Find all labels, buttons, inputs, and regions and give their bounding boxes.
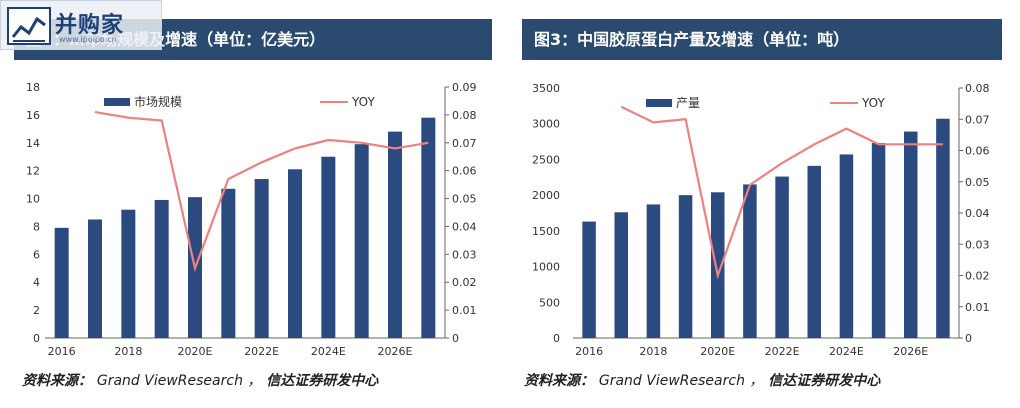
legend-bar-swatch xyxy=(104,98,130,106)
bar-2026E xyxy=(388,131,402,338)
source-suffix: 信达证券研发中心 xyxy=(266,373,379,389)
bar-2026E xyxy=(903,131,918,338)
x-tick-label: 2020E xyxy=(178,345,213,358)
x-tick-label: 2024E xyxy=(311,345,346,358)
chart-panel-2: 图3：中国胶原蛋白产量及增速（单位：吨） 0 500 1000 1500 2000 250… xyxy=(510,0,1010,408)
bar-2018 xyxy=(646,204,661,338)
x-tick-label: 2022E xyxy=(765,345,800,358)
bar-2020E xyxy=(710,192,725,338)
legend-bar-swatch xyxy=(646,99,672,107)
bar-2016 xyxy=(54,227,69,338)
y-left-tick-label: 2 xyxy=(33,304,40,317)
x-tick-label: 2018 xyxy=(114,345,142,358)
y-left-tick-label: 10 xyxy=(26,193,40,206)
bar-2018 xyxy=(121,209,136,338)
y-right-tick-label: 0.08 xyxy=(965,82,990,95)
y-right-tick-label: 0.03 xyxy=(965,238,990,251)
y-right-tick-label: 0.02 xyxy=(965,270,990,283)
y-left-tick-label: 1500 xyxy=(532,225,560,238)
bar-2021E xyxy=(221,188,236,338)
y-right-tick-label: 0.01 xyxy=(452,304,477,317)
source-note: 资料来源： Grand ViewResearch ， 信达证券研发中心 xyxy=(22,370,378,390)
chart-logo-icon xyxy=(7,7,51,45)
bar-2025E xyxy=(871,143,886,338)
x-tick-label: 2026E xyxy=(893,345,928,358)
y-left-tick-label: 3000 xyxy=(532,118,560,131)
watermark-logo: 并购家 www.ipoipo.cn xyxy=(0,0,162,50)
x-tick-label: 2016 xyxy=(48,345,76,358)
bar-2021E xyxy=(743,184,757,338)
legend-bar-label: 产量 xyxy=(676,96,700,110)
chart-1-svg: 0 2 4 6 8 10 12 14 16 18 0 0.01 0.02 0.03 0.04 0.05 0.06… xyxy=(26,81,477,358)
y-right-tick-label: 0.07 xyxy=(965,113,990,126)
y-right-tick-label: 0.01 xyxy=(965,301,990,314)
y-left-tick-label: 8 xyxy=(33,220,40,233)
y-left-tick-label: 2000 xyxy=(532,189,560,202)
y-right-tick-label: 0.05 xyxy=(965,176,990,189)
bar-2017 xyxy=(614,212,629,338)
y-left-tick-label: 6 xyxy=(33,248,40,261)
y-right-tick-label: 0.08 xyxy=(452,109,477,122)
y-right-tick-label: 0.04 xyxy=(452,220,477,233)
x-tick-label: 2024E xyxy=(829,345,864,358)
yoy-line xyxy=(620,105,943,280)
yoy-line xyxy=(94,111,429,273)
legend-bar-label: 市场规模 xyxy=(134,94,182,109)
bar-2027E xyxy=(421,117,436,338)
y-right-tick-label: 0.05 xyxy=(452,193,477,206)
bar-2024E xyxy=(321,156,336,338)
x-tick-label: 2018 xyxy=(639,345,667,358)
bar-2023E xyxy=(288,169,302,338)
bar-2017 xyxy=(88,219,102,338)
y-right-tick-label: 0.03 xyxy=(452,248,477,261)
y-left-tick-label: 500 xyxy=(539,296,560,309)
bar-2016 xyxy=(582,221,596,338)
logo-url: www.ipoipo.cn xyxy=(59,35,117,44)
source-note: 资料来源： Grand ViewResearch ， 信达证券研发中心 xyxy=(524,370,880,390)
bar-2025E xyxy=(354,144,369,338)
source-prefix: 资料来源： xyxy=(524,373,594,389)
chart-title: 图3：中国胶原蛋白产量及增速（单位：吨） xyxy=(522,19,1002,60)
bar-2022E xyxy=(254,179,269,338)
logo-name: 并购家 xyxy=(55,13,125,38)
bar-2027E xyxy=(936,118,950,338)
x-tick-label: 2016 xyxy=(575,345,603,358)
chart-panel-1: 图2：…市场规模及增速（单位：亿美元） 0 2 4 6 8 10 12 14 16 18 0 0.01… xyxy=(0,0,500,408)
y-left-tick-label: 14 xyxy=(26,137,40,150)
bar-2022E xyxy=(775,176,789,338)
y-left-tick-label: 0 xyxy=(553,332,560,345)
legend-line-label: YOY xyxy=(351,95,375,109)
y-left-tick-label: 3500 xyxy=(532,82,560,95)
y-right-tick-label: 0 xyxy=(452,332,459,345)
bar-2023E xyxy=(807,165,822,338)
y-right-tick-label: 0.04 xyxy=(965,207,990,220)
y-left-tick-label: 1000 xyxy=(532,261,560,274)
y-right-tick-label: 0.06 xyxy=(965,145,990,158)
x-tick-label: 2022E xyxy=(244,345,279,358)
chart-2-svg: 0 500 1000 1500 2000 2500 3000 3500 0 0.01 0.02 0.0… xyxy=(532,82,990,358)
y-right-tick-label: 0.07 xyxy=(452,137,477,150)
y-left-tick-label: 16 xyxy=(26,109,40,122)
y-right-tick-label: 0.06 xyxy=(452,165,477,178)
y-left-tick-label: 4 xyxy=(33,276,40,289)
source-name: Grand ViewResearch ， xyxy=(96,373,262,389)
x-tick-label: 2020E xyxy=(700,345,735,358)
bar-2024E xyxy=(839,154,854,338)
legend-line-label: YOY xyxy=(861,96,885,110)
y-right-tick-label: 0.02 xyxy=(452,276,477,289)
y-right-tick-label: 0 xyxy=(965,332,972,345)
y-left-tick-label: 0 xyxy=(33,332,40,345)
y-left-tick-label: 12 xyxy=(26,165,40,178)
source-prefix: 资料来源： xyxy=(22,373,92,389)
x-tick-label: 2026E xyxy=(378,345,413,358)
bar-2019 xyxy=(154,199,169,338)
source-suffix: 信达证券研发中心 xyxy=(768,373,881,389)
source-name: Grand ViewResearch ， xyxy=(598,373,764,389)
y-right-tick-label: 0.09 xyxy=(452,81,477,94)
y-left-tick-label: 2500 xyxy=(532,153,560,166)
bar-2019 xyxy=(678,195,693,338)
y-left-tick-label: 18 xyxy=(26,81,40,94)
